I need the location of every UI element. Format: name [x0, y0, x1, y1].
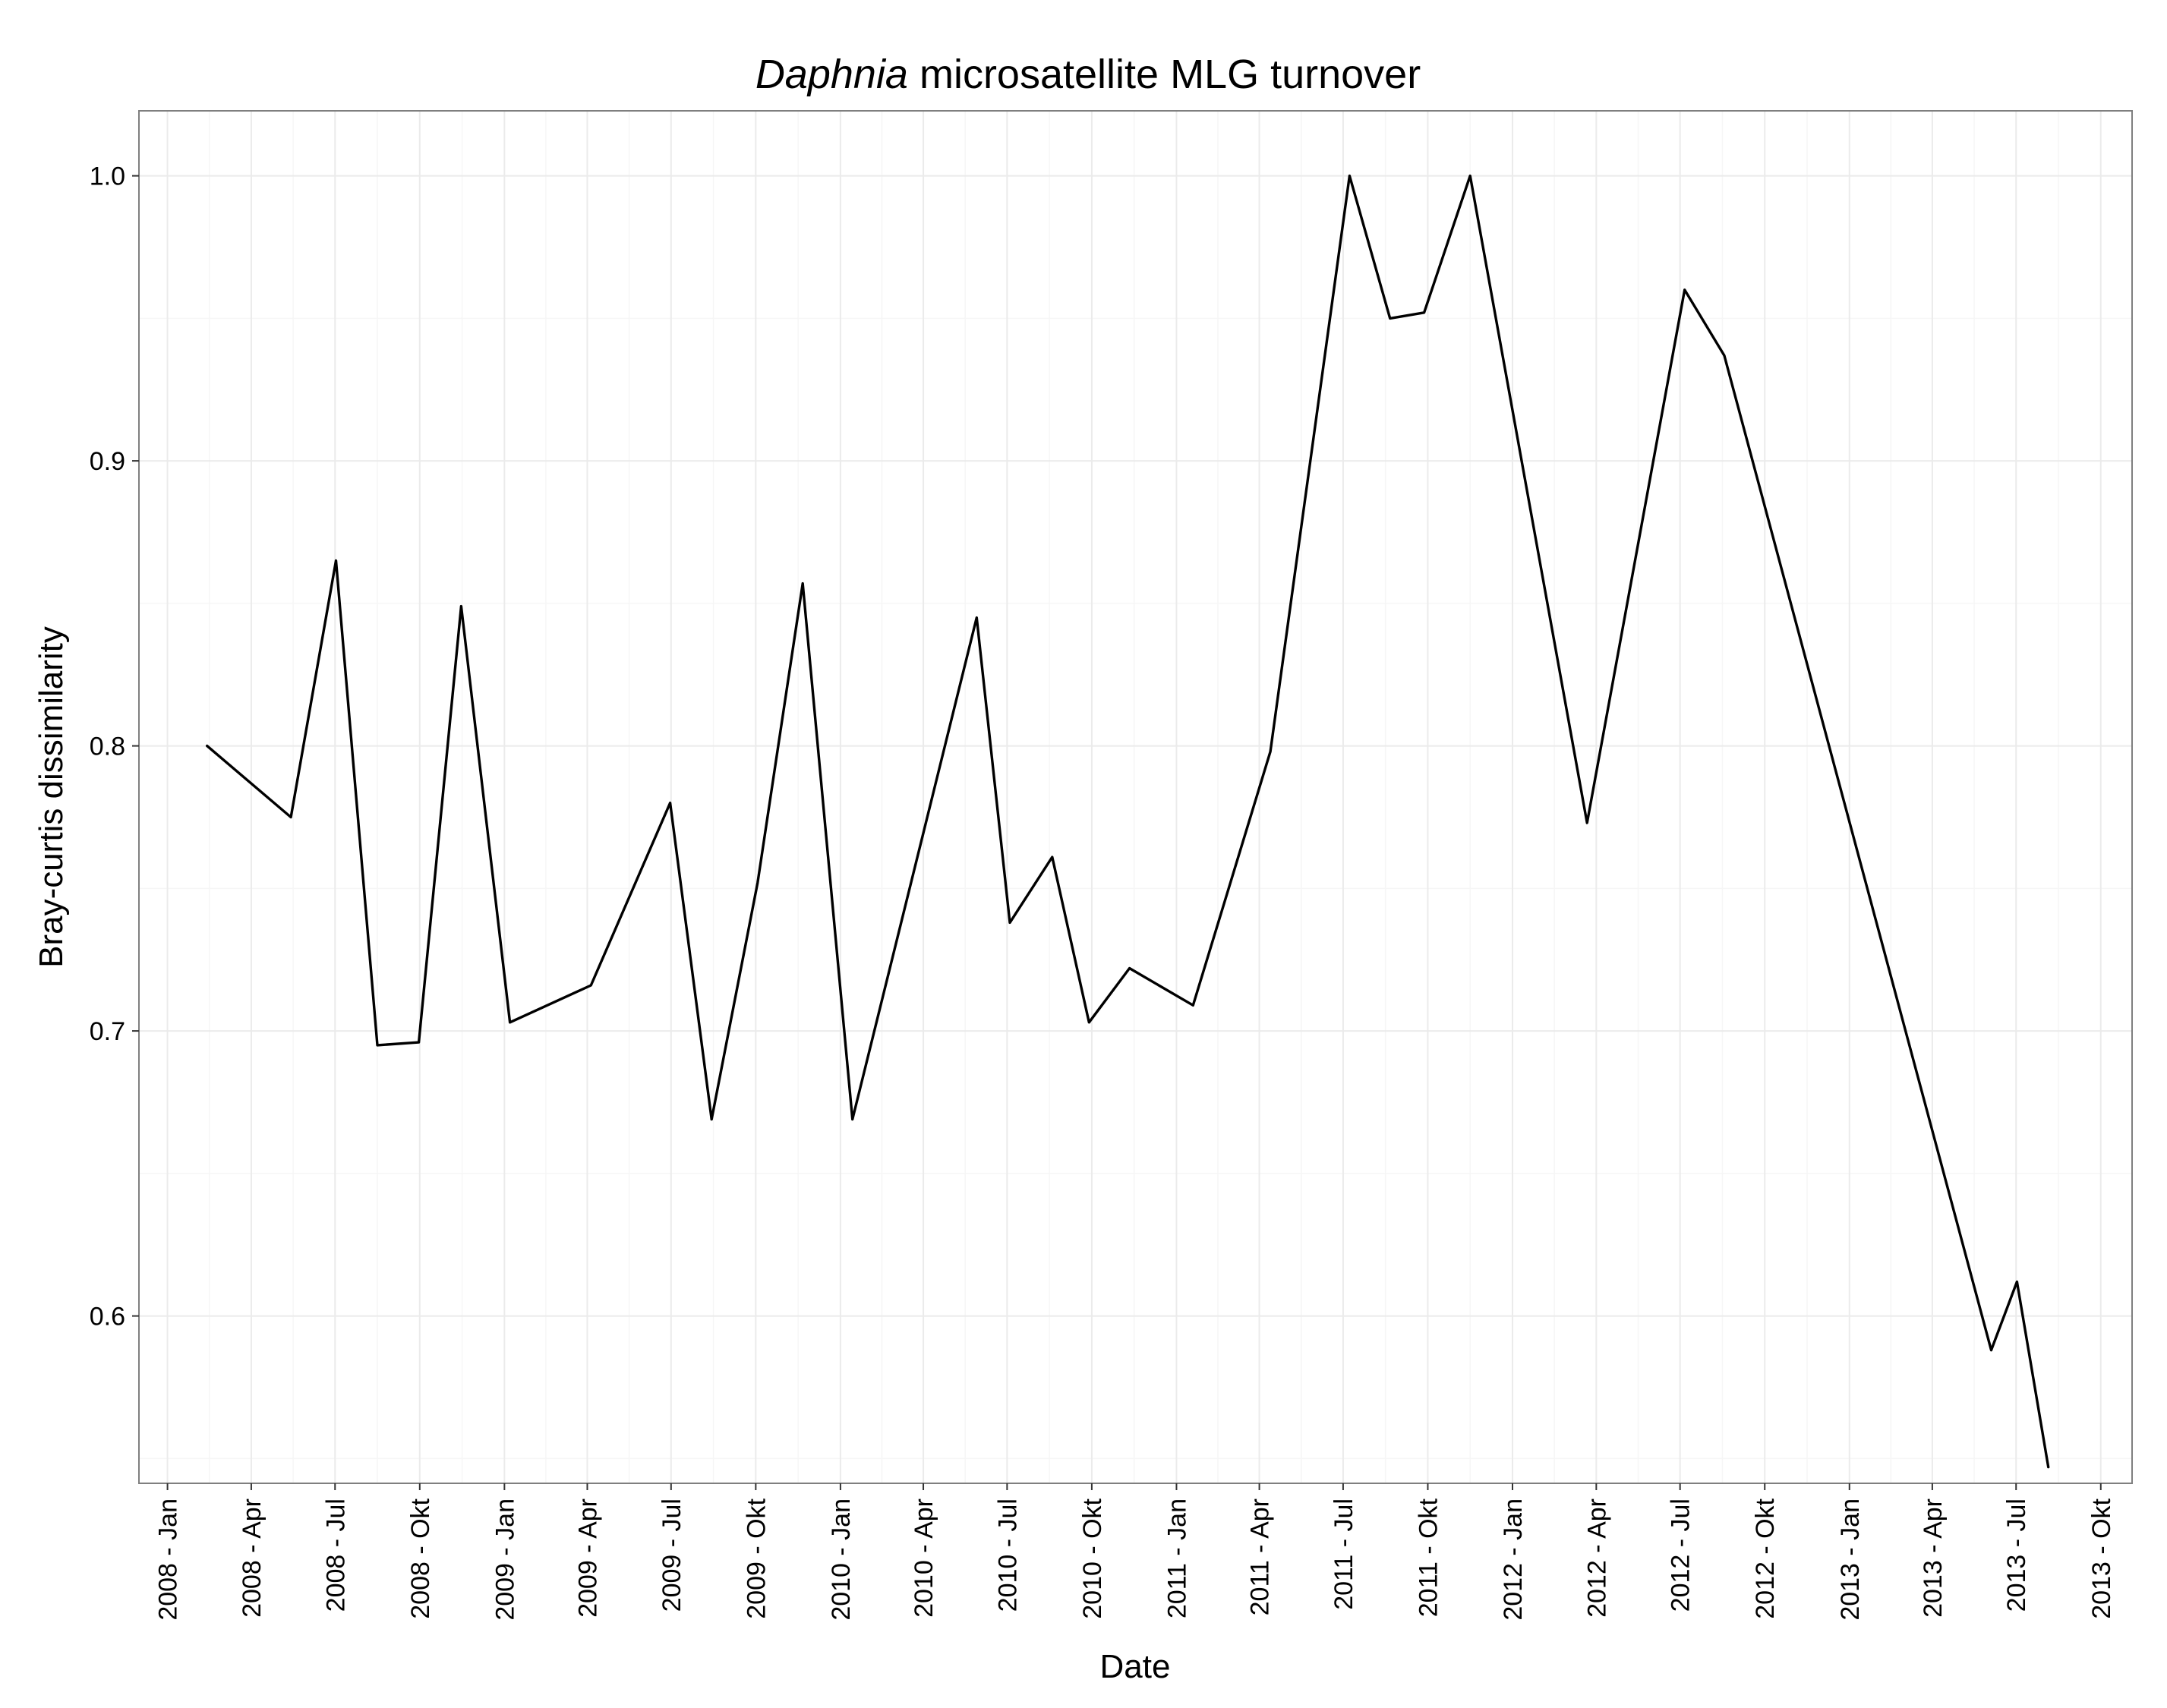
y-tick-label: 0.7	[90, 1017, 125, 1046]
grid-major	[139, 111, 2132, 1483]
y-tick-label: 0.9	[90, 447, 125, 476]
x-tick-label: 2010 - Apr	[910, 1498, 938, 1618]
x-tick-label: 2010 - Okt	[1078, 1498, 1107, 1618]
x-tick-label: 2012 - Apr	[1582, 1498, 1611, 1618]
x-tick-label: 2012 - Okt	[1751, 1498, 1780, 1618]
x-tick-label: 2010 - Jan	[827, 1498, 856, 1621]
chart-title-rest: microsatellite MLG turnover	[908, 52, 1421, 97]
x-tick-label: 2012 - Jul	[1667, 1498, 1695, 1612]
x-tick-label: 2008 - Apr	[238, 1498, 267, 1618]
x-axis: 2008 - Jan 2008 - Apr 2008 - Jul 2008 - Okt…	[154, 1483, 2116, 1621]
x-tick-label: 2011 - Jan	[1162, 1498, 1191, 1618]
x-tick-label: 2009 - Okt	[742, 1498, 771, 1618]
y-tick-label: 1.0	[90, 162, 125, 191]
x-tick-label: 2009 - Jan	[490, 1498, 519, 1621]
plot-panel-border	[138, 110, 2133, 1484]
series-line	[206, 174, 2050, 1469]
chart-title-italic: Daphnia	[755, 52, 908, 97]
x-axis-title: Date	[1100, 1648, 1171, 1685]
x-tick-label: 2010 - Jul	[993, 1498, 1022, 1612]
x-tick-label: 2011 - Okt	[1414, 1498, 1443, 1617]
x-tick-label: 2013 - Jul	[2002, 1498, 2031, 1612]
y-axis: 0.6 0.7 0.8 0.9 1.0	[90, 162, 139, 1331]
x-tick-label: 2011 - Apr	[1246, 1498, 1275, 1615]
y-tick-label: 0.8	[90, 733, 125, 761]
x-tick-label: 2011 - Jul	[1330, 1498, 1358, 1610]
chart-title: Daphnia microsatellite MLG turnover	[755, 52, 1421, 97]
plot-panel	[138, 110, 2133, 1484]
x-tick-label: 2009 - Jul	[658, 1498, 686, 1612]
grid-minor	[139, 111, 2132, 1483]
x-tick-label: 2008 - Jul	[321, 1498, 350, 1612]
y-axis-title: Bray-curtis dissimilarity	[33, 626, 70, 968]
x-tick-label: 2012 - Jan	[1499, 1498, 1528, 1621]
x-tick-label: 2008 - Okt	[406, 1498, 435, 1618]
x-tick-label: 2009 - Apr	[573, 1498, 602, 1618]
y-tick-label: 0.6	[90, 1303, 125, 1331]
x-tick-label: 2013 - Apr	[1919, 1498, 1948, 1618]
x-tick-label: 2013 - Jan	[1836, 1498, 1865, 1621]
x-tick-label: 2013 - Okt	[2087, 1498, 2116, 1618]
x-tick-label: 2008 - Jan	[154, 1498, 183, 1621]
